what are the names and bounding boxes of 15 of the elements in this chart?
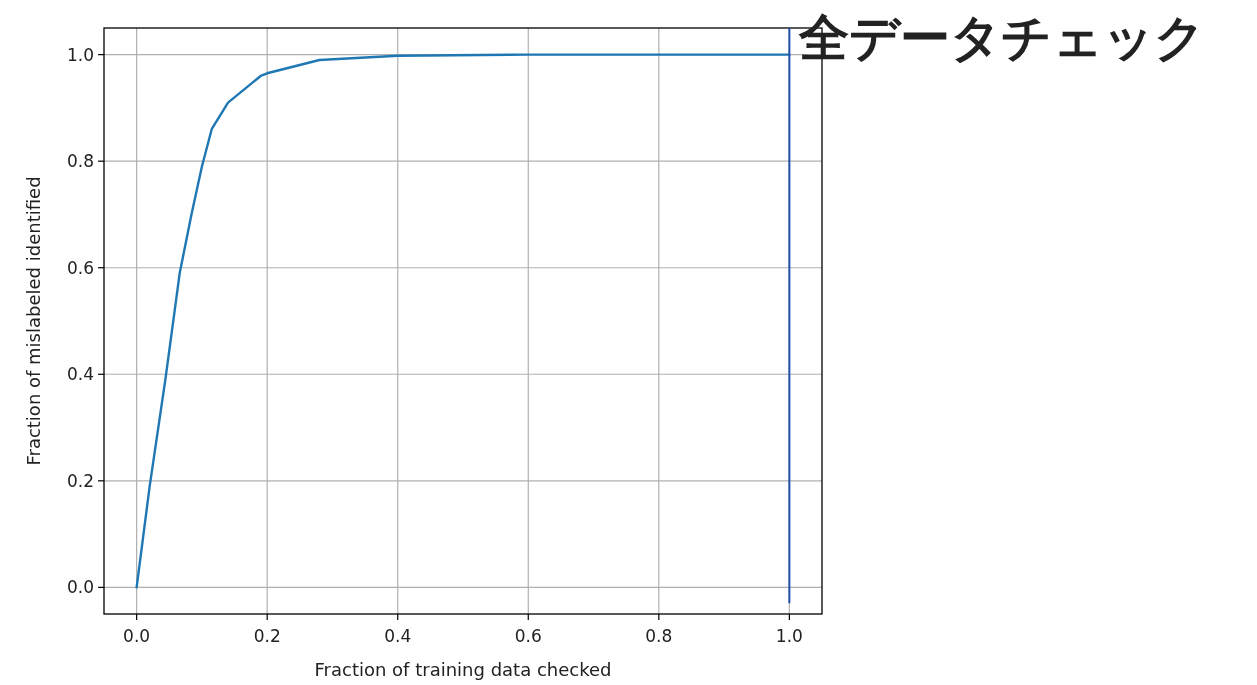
x-tick-label: 0.6 — [514, 626, 542, 646]
x-tick-label: 0.0 — [123, 626, 151, 646]
y-tick-label: 0.4 — [66, 364, 94, 385]
x-axis-title: Fraction of training data checked — [314, 659, 612, 680]
y-tick-label: 1.0 — [66, 44, 94, 65]
x-tick-label: 0.4 — [384, 626, 412, 646]
y-tick-label: 0.2 — [66, 470, 94, 491]
y-tick-label: 0.6 — [66, 257, 94, 278]
x-tick-label: 1.0 — [775, 626, 803, 646]
line-series — [135, 53, 791, 589]
y-axis-title: Fraction of mislabeled identified — [23, 176, 44, 466]
x-tick-label: 0.2 — [253, 626, 281, 646]
y-tick-label: 0.8 — [66, 151, 94, 172]
y-tick-label: 0.0 — [66, 577, 94, 598]
x-tick-label: 0.8 — [645, 626, 673, 646]
